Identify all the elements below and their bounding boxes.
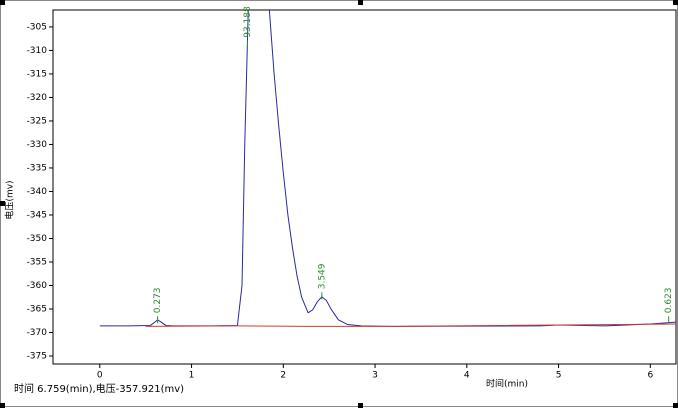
y-tick-label: -360 [27, 281, 48, 291]
x-tick-label: 5 [556, 371, 562, 381]
handle [673, 403, 678, 408]
y-axis-label: 电压(mv) [4, 180, 16, 219]
plot-area [52, 9, 677, 365]
x-tick-label: 0 [97, 371, 103, 381]
x-tick-label: 3 [372, 371, 378, 381]
x-tick-label: 2 [280, 371, 286, 381]
y-tick-label: -375 [27, 352, 47, 362]
y-tick-label: -335 [27, 163, 47, 173]
y-tick-label: -315 [27, 69, 47, 79]
handle [358, 0, 363, 5]
peak-label: 0.273 [153, 287, 163, 313]
x-tick-label: 4 [464, 371, 470, 381]
y-tick-label: -370 [27, 328, 48, 338]
y-tick-label: -355 [27, 257, 47, 267]
y-tick-label: -320 [27, 93, 48, 103]
y-tick-label: -345 [27, 210, 47, 220]
y-tick-label: -330 [27, 140, 48, 150]
y-tick-label: -310 [27, 46, 48, 56]
y-tick-label: -325 [27, 116, 47, 126]
x-tick-label: 1 [189, 371, 195, 381]
y-tick-label: -305 [27, 22, 47, 32]
peak-label: 3.549 [317, 263, 327, 289]
x-tick-label: 6 [647, 371, 653, 381]
handle [0, 403, 5, 408]
handle [358, 403, 363, 408]
x-axis-label: 时间(min) [486, 378, 528, 390]
signal-line [99, 10, 676, 327]
peak-label: 0.623 [664, 287, 674, 313]
peak-label: 93.188 [243, 6, 253, 38]
signal-line [145, 323, 676, 327]
status-text: 时间 6.759(min),电压-357.921(mv) [14, 382, 184, 395]
handle [673, 0, 678, 5]
handle [0, 201, 5, 206]
y-tick-label: -365 [27, 304, 47, 314]
y-tick-label: -340 [27, 187, 48, 197]
handle [0, 0, 5, 5]
y-tick-label: -350 [27, 234, 48, 244]
plot-lines [99, 10, 676, 327]
